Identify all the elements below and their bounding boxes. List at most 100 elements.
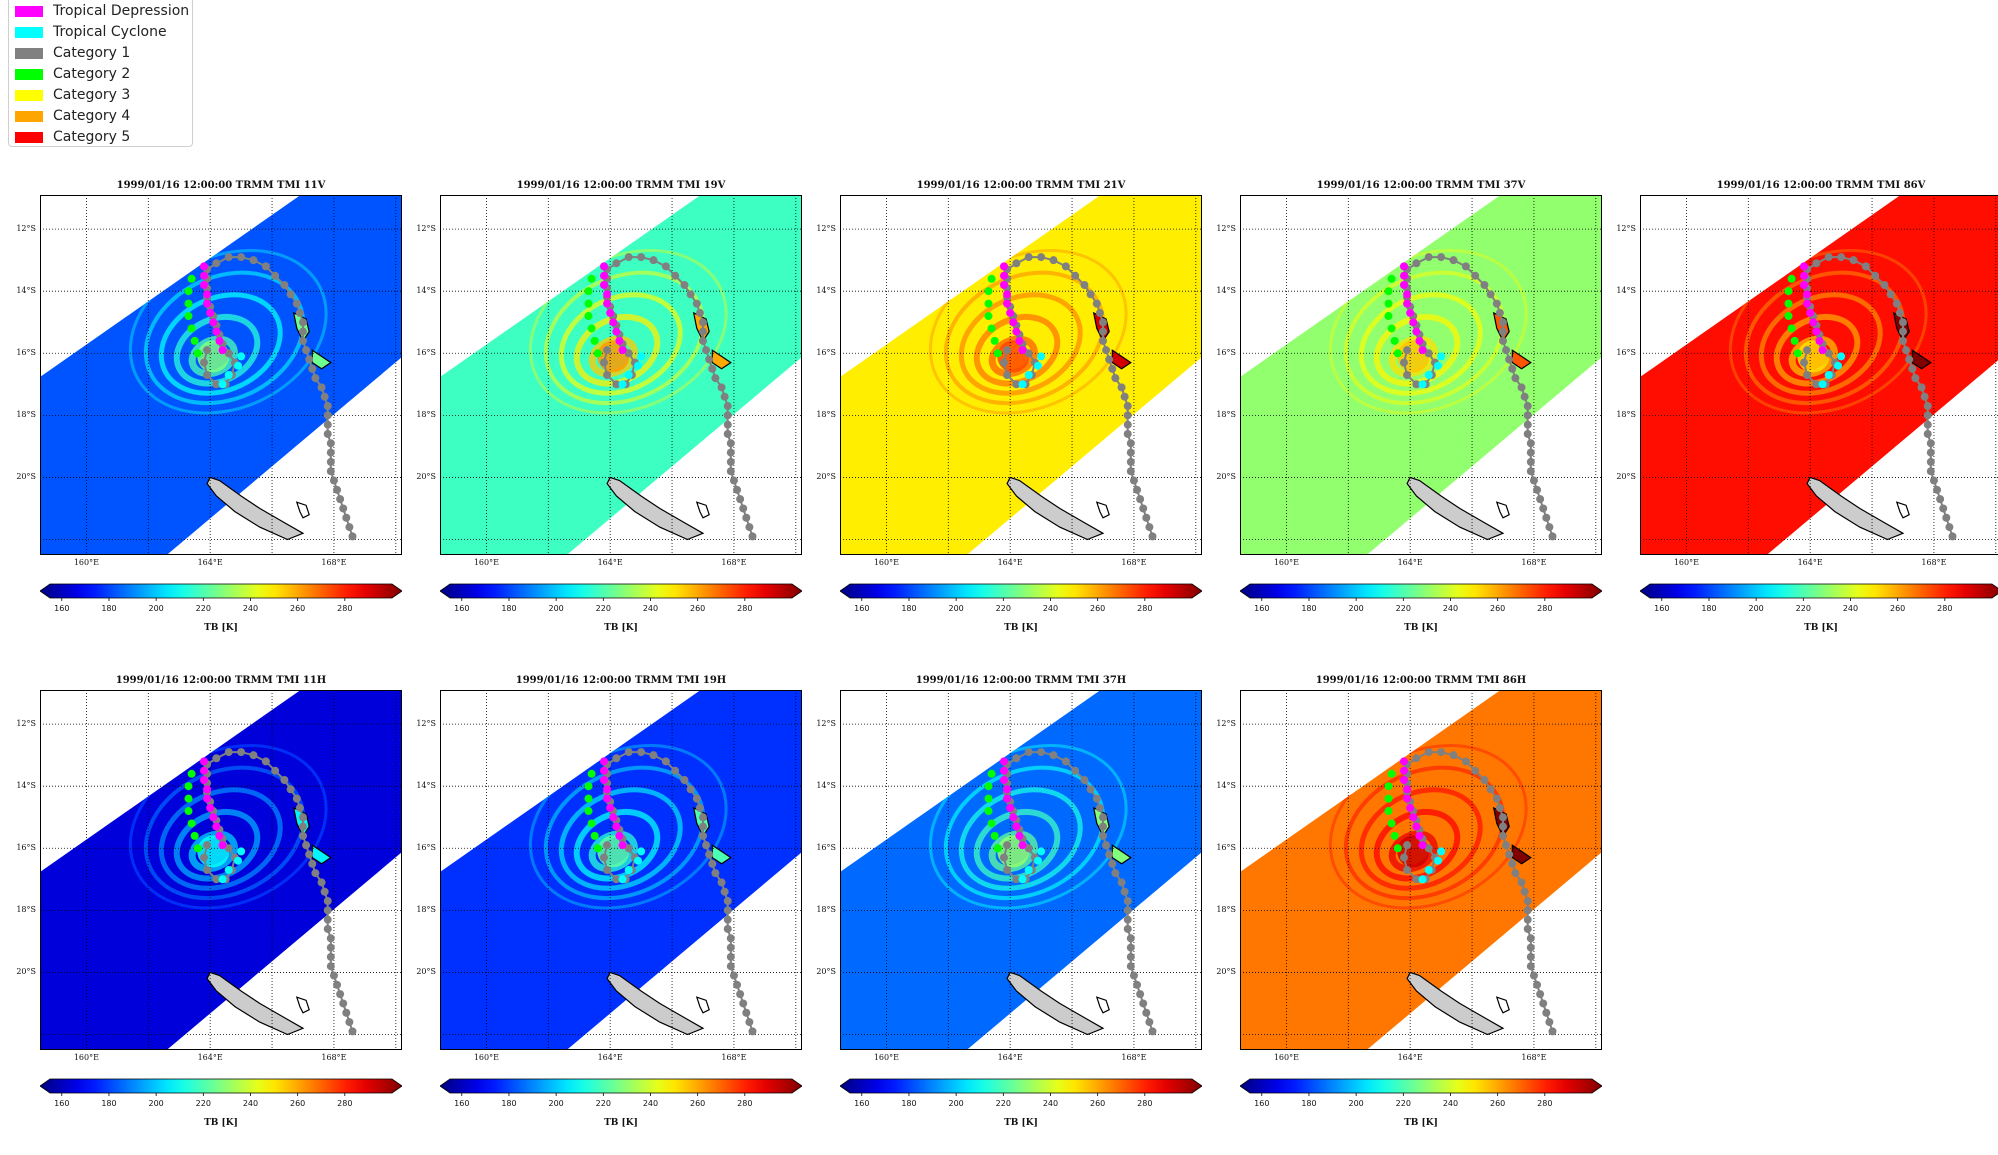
track-point-category-1: [326, 952, 335, 961]
track-point-category-1: [1898, 327, 1907, 336]
legend-item: Category 5: [15, 127, 130, 147]
track-point-category-1: [698, 813, 707, 822]
track-point-tropical-depression: [1399, 271, 1408, 280]
track-point-category-1: [1461, 262, 1470, 271]
track-point-category-1: [1003, 346, 1012, 355]
longitude-tick-label: 168°E: [1121, 558, 1147, 567]
track-point-category-1: [1495, 308, 1504, 317]
colorbar-tick-label: 160: [1254, 1099, 1269, 1108]
track-point-category-1: [1120, 887, 1129, 896]
track-point-category-1: [298, 336, 307, 345]
track-point-category-1: [1095, 803, 1104, 812]
colorbar-tick-label: 160: [454, 604, 469, 613]
track-point-category-1: [1133, 980, 1142, 989]
track-point-tropical-cyclone: [237, 847, 246, 856]
colorbar-tick-label: 280: [1937, 604, 1952, 613]
track-point-category-1: [999, 853, 1008, 862]
track-point-category-1: [1861, 262, 1870, 271]
track-point-category-1: [1424, 844, 1433, 853]
track-point-category-1: [271, 271, 280, 280]
track-point-category-1: [1024, 349, 1033, 358]
track-point-tropical-depression: [1012, 822, 1021, 831]
track-point-category-2: [1387, 274, 1396, 283]
track-point-tropical-depression: [203, 299, 212, 308]
track-point-category-1: [1542, 513, 1551, 522]
legend-swatch: [15, 68, 43, 80]
track-point-tropical-cyclone: [637, 352, 646, 361]
track-point-category-1: [745, 523, 754, 532]
track-point-category-1: [1129, 971, 1138, 980]
track-point-category-1: [305, 850, 314, 859]
colorbar-gradient: [440, 1078, 802, 1094]
rainband: [158, 787, 283, 891]
track-point-category-1: [308, 859, 317, 868]
track-point-category-2: [584, 299, 593, 308]
colorbar-tick-label: 240: [243, 604, 258, 613]
latitude-tick-label: 18°S: [16, 410, 36, 420]
colorbar: 160 180 200 220 240 260 280: [1640, 583, 1998, 613]
island-new-caledonia: [1006, 476, 1105, 541]
track-point-category-1: [603, 346, 612, 355]
latitude-tick-label: 18°S: [1216, 905, 1236, 915]
track-point-tropical-depression: [599, 271, 608, 280]
track-point-category-1: [199, 853, 208, 862]
track-point-category-1: [726, 962, 735, 971]
track-point-category-1: [1471, 271, 1480, 280]
longitude-tick-label: 160°E: [473, 558, 499, 567]
track-point-category-2: [587, 819, 596, 828]
track-point-category-1: [1102, 841, 1111, 850]
track-point-tropical-depression: [206, 803, 215, 812]
track-point-category-1: [733, 980, 742, 989]
track-point-category-1: [333, 980, 342, 989]
track-point-category-1: [1545, 1018, 1554, 1027]
colorbar-tick-label: 240: [1443, 1099, 1458, 1108]
latitude-tick-label: 20°S: [816, 472, 836, 482]
map-frame: [840, 690, 1202, 1050]
track-point-category-1: [999, 358, 1008, 367]
track-point-category-1: [326, 943, 335, 952]
track-point-category-1: [1049, 256, 1058, 265]
track-point-category-1: [1520, 392, 1529, 401]
track-point-category-1: [1533, 980, 1542, 989]
track-point-category-1: [726, 467, 735, 476]
track-point-category-1: [1486, 785, 1495, 794]
latitude-tick-label: 18°S: [416, 905, 436, 915]
colorbar-tick-label: 280: [737, 604, 752, 613]
track-point-category-1: [311, 374, 320, 383]
track-point-tropical-depression: [1399, 281, 1408, 289]
map-plot: [840, 690, 1202, 1050]
colorbar-tick-label: 220: [1796, 604, 1811, 613]
longitude-tick-label: 164°E: [1797, 558, 1823, 567]
track-point-category-2: [187, 769, 196, 778]
track-point-category-1: [686, 785, 695, 794]
track-point-category-1: [326, 457, 335, 466]
track-point-tropical-cyclone: [1434, 856, 1443, 865]
track-point-category-1: [339, 504, 348, 513]
track-point-tropical-depression: [1403, 785, 1412, 794]
track-point-category-1: [1148, 532, 1157, 541]
track-point-category-1: [326, 448, 335, 457]
island-loyalty: [695, 501, 710, 519]
map-plot: [1640, 195, 1998, 555]
track-point-category-1: [1403, 346, 1412, 355]
longitude-tick-label: 160°E: [1273, 558, 1299, 567]
track-point-tropical-depression: [203, 785, 212, 794]
track-point-category-1: [1545, 523, 1554, 532]
track-point-category-2: [193, 349, 202, 358]
track-point-category-2: [1787, 274, 1796, 283]
track-point-category-2: [187, 324, 196, 333]
latitude-tick-label: 16°S: [1216, 348, 1236, 358]
track-point-category-1: [1480, 776, 1489, 784]
track-point-category-1: [599, 358, 608, 367]
track-point-category-1: [1117, 878, 1126, 887]
track-point-tropical-cyclone: [1824, 371, 1833, 379]
track-point-category-1: [1480, 281, 1489, 289]
track-point-tropical-depression: [199, 262, 208, 271]
track-point-category-1: [323, 420, 332, 429]
track-point-tropical-depression: [209, 318, 218, 327]
island-loyalty: [295, 501, 310, 519]
track-point-category-1: [603, 841, 612, 850]
colorbar: 160 180 200 220 240 260 280: [840, 583, 1202, 613]
track-point-category-1: [1498, 336, 1507, 345]
track-point-category-1: [1071, 271, 1080, 280]
